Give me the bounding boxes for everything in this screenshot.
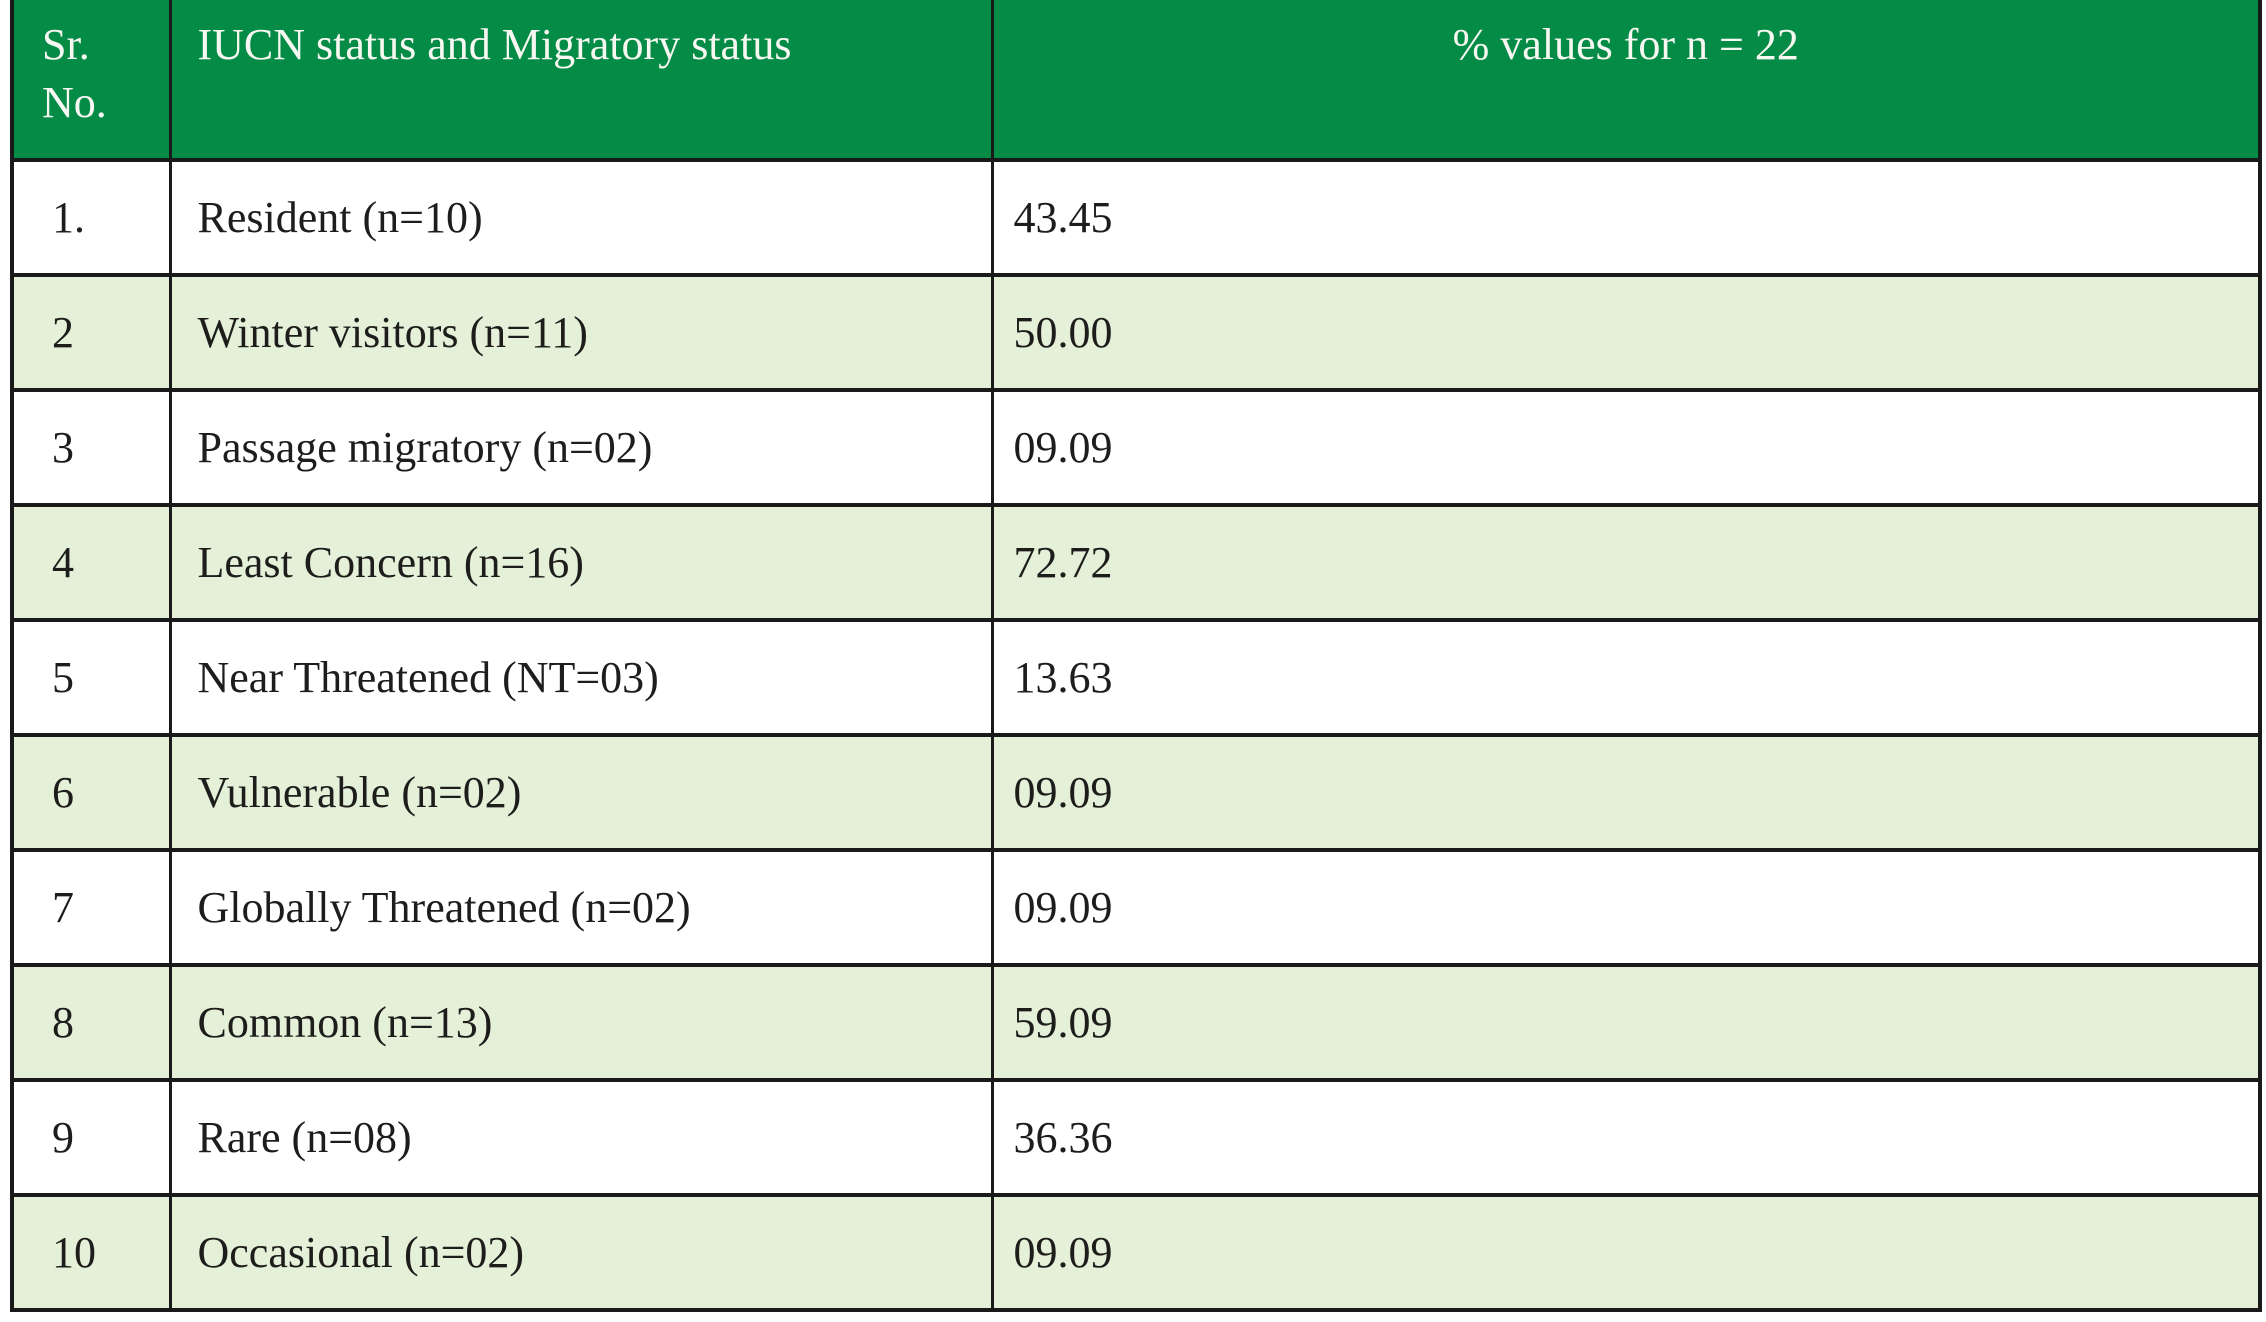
table-row: 1. Resident (n=10) 43.45 [10,158,2262,277]
header-row: Sr. No. IUCN status and Migratory status… [10,0,2262,162]
iucn-status-table: Sr. No. IUCN status and Migratory status… [10,0,2262,1312]
table-body: 1. Resident (n=10) 43.45 2 Winter visito… [10,158,2262,1312]
cell-value: 43.45 [990,158,2262,277]
table-row: 9 Rare (n=08) 36.36 [10,1078,2262,1197]
cell-value: 09.09 [990,733,2262,852]
col-header-sr-no: Sr. No. [10,0,172,162]
cell-status: Rare (n=08) [168,1078,994,1197]
cell-status: Passage migratory (n=02) [168,388,994,507]
cell-value: 36.36 [990,1078,2262,1197]
cell-status: Winter visitors (n=11) [168,273,994,392]
cell-sr-no: 4 [10,503,172,622]
cell-sr-no: 7 [10,848,172,967]
cell-sr-no: 3 [10,388,172,507]
cell-status: Resident (n=10) [168,158,994,277]
cell-status: Vulnerable (n=02) [168,733,994,852]
cell-value: 09.09 [990,388,2262,507]
table-row: 6 Vulnerable (n=02) 09.09 [10,733,2262,852]
table-row: 2 Winter visitors (n=11) 50.00 [10,273,2262,392]
cell-value: 59.09 [990,963,2262,1082]
table-header: Sr. No. IUCN status and Migratory status… [10,0,2262,162]
table-row: 4 Least Concern (n=16) 72.72 [10,503,2262,622]
cell-sr-no: 1. [10,158,172,277]
cell-sr-no: 10 [10,1193,172,1312]
table-row: 7 Globally Threatened (n=02) 09.09 [10,848,2262,967]
table-row: 10 Occasional (n=02) 09.09 [10,1193,2262,1312]
cell-status: Common (n=13) [168,963,994,1082]
table-row: 5 Near Threatened (NT=03) 13.63 [10,618,2262,737]
col-header-values: % values for n = 22 [990,0,2262,162]
cell-status: Globally Threatened (n=02) [168,848,994,967]
cell-status: Near Threatened (NT=03) [168,618,994,737]
cell-value: 09.09 [990,1193,2262,1312]
table-row: 8 Common (n=13) 59.09 [10,963,2262,1082]
table-row: 3 Passage migratory (n=02) 09.09 [10,388,2262,507]
cell-sr-no: 9 [10,1078,172,1197]
cell-sr-no: 5 [10,618,172,737]
cell-value: 09.09 [990,848,2262,967]
cell-value: 50.00 [990,273,2262,392]
cell-value: 72.72 [990,503,2262,622]
cell-sr-no: 8 [10,963,172,1082]
cell-value: 13.63 [990,618,2262,737]
cell-status: Least Concern (n=16) [168,503,994,622]
col-header-status: IUCN status and Migratory status [168,0,994,162]
cell-sr-no: 6 [10,733,172,852]
cell-sr-no: 2 [10,273,172,392]
cell-status: Occasional (n=02) [168,1193,994,1312]
